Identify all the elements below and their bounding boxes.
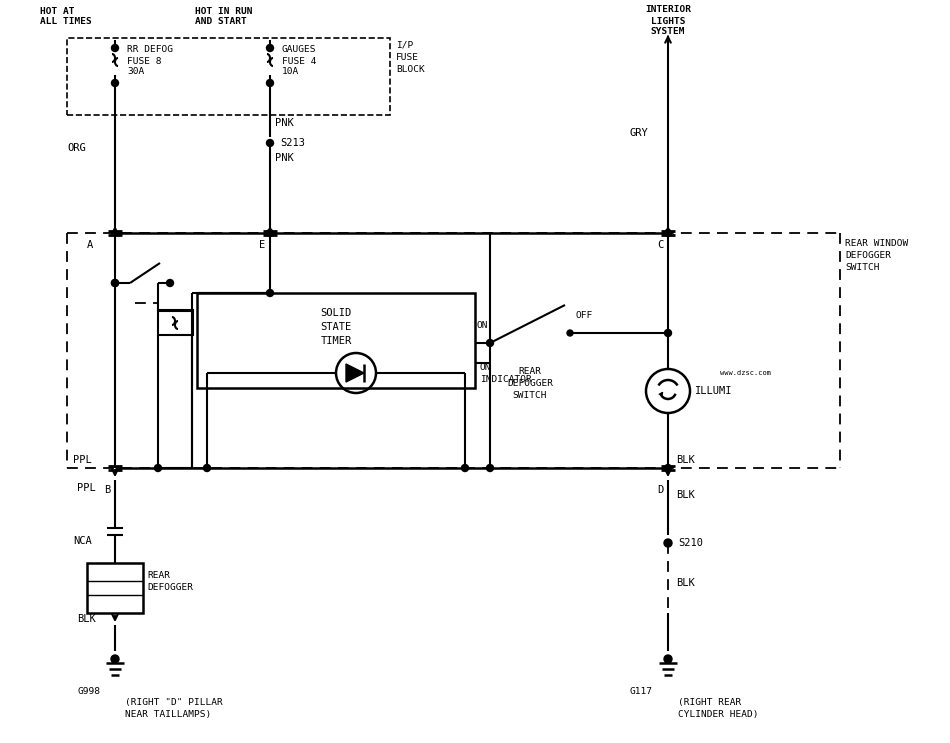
Circle shape: [267, 45, 274, 51]
Circle shape: [111, 279, 119, 287]
Text: ON: ON: [480, 363, 491, 372]
Circle shape: [267, 290, 274, 296]
Text: BLK: BLK: [676, 578, 694, 588]
Text: BLK: BLK: [676, 490, 694, 500]
Circle shape: [111, 279, 119, 287]
Text: PPL: PPL: [73, 455, 92, 465]
Circle shape: [111, 45, 119, 51]
Text: SOLID: SOLID: [320, 308, 352, 318]
Polygon shape: [346, 364, 364, 382]
Text: DEFOGGER: DEFOGGER: [507, 378, 553, 388]
Text: E: E: [258, 240, 265, 250]
Text: REAR: REAR: [519, 366, 542, 375]
Circle shape: [267, 230, 274, 236]
Text: ORG: ORG: [67, 143, 86, 153]
Text: ALL TIMES: ALL TIMES: [40, 18, 92, 27]
Text: LIGHTS: LIGHTS: [651, 16, 685, 25]
Circle shape: [567, 330, 573, 336]
Text: PPL: PPL: [77, 483, 96, 493]
Text: REAR: REAR: [147, 571, 170, 580]
Text: G117: G117: [630, 687, 653, 695]
Circle shape: [486, 340, 493, 346]
Text: ILLUMI: ILLUMI: [695, 386, 732, 396]
Circle shape: [111, 80, 119, 86]
Bar: [87, 563, 143, 613]
Text: FUSE: FUSE: [396, 53, 419, 62]
Text: BLK: BLK: [77, 614, 96, 624]
Text: SWITCH: SWITCH: [845, 262, 880, 271]
Circle shape: [155, 464, 162, 472]
Circle shape: [166, 279, 174, 287]
Text: GRY: GRY: [630, 128, 649, 138]
Circle shape: [664, 329, 672, 337]
Text: REAR WINDOW: REAR WINDOW: [845, 239, 908, 247]
Bar: [197, 293, 475, 388]
Text: 10A: 10A: [282, 68, 299, 77]
Circle shape: [664, 464, 672, 472]
Text: TIMER: TIMER: [320, 336, 352, 346]
Text: I/P: I/P: [396, 41, 413, 50]
Text: SWITCH: SWITCH: [513, 391, 547, 400]
Text: PNK: PNK: [275, 118, 294, 128]
Circle shape: [486, 464, 493, 472]
Circle shape: [267, 140, 274, 146]
Circle shape: [203, 464, 211, 472]
Circle shape: [664, 539, 672, 547]
Text: G998: G998: [77, 687, 100, 695]
Text: FUSE 4: FUSE 4: [282, 56, 316, 65]
Text: CYLINDER HEAD): CYLINDER HEAD): [678, 710, 758, 719]
Text: PNK: PNK: [275, 153, 294, 163]
Circle shape: [111, 655, 119, 663]
Text: DEFOGGER: DEFOGGER: [845, 250, 891, 259]
Text: (RIGHT REAR: (RIGHT REAR: [678, 698, 741, 707]
Text: STATE: STATE: [320, 322, 352, 332]
Bar: [67, 38, 390, 115]
Text: HOT IN RUN: HOT IN RUN: [195, 7, 253, 16]
Text: C: C: [656, 240, 663, 250]
Circle shape: [267, 80, 274, 86]
Text: INDICATOR: INDICATOR: [480, 374, 532, 383]
Bar: [158, 310, 193, 335]
Text: OFF: OFF: [575, 311, 592, 319]
Text: B: B: [104, 485, 110, 495]
Text: RR DEFOG: RR DEFOG: [127, 45, 173, 54]
Text: FUSE 8: FUSE 8: [127, 56, 162, 65]
Text: 30A: 30A: [127, 68, 144, 77]
Circle shape: [664, 230, 672, 236]
Text: A: A: [86, 240, 93, 250]
Text: D: D: [656, 485, 663, 495]
Text: SYSTEM: SYSTEM: [651, 27, 685, 36]
Text: DEFOGGER: DEFOGGER: [147, 583, 193, 591]
Text: S210: S210: [678, 538, 703, 548]
Text: BLK: BLK: [676, 455, 694, 465]
Circle shape: [664, 655, 672, 663]
Text: www.dzsc.com: www.dzsc.com: [720, 370, 771, 376]
Text: HOT AT: HOT AT: [40, 7, 74, 16]
Text: BLOCK: BLOCK: [396, 65, 425, 74]
Text: GAUGES: GAUGES: [282, 45, 316, 54]
Text: (RIGHT "D" PILLAR: (RIGHT "D" PILLAR: [125, 698, 222, 707]
Text: NCA: NCA: [73, 536, 92, 546]
Text: S213: S213: [280, 138, 305, 148]
Text: ON: ON: [476, 320, 487, 329]
Text: NEAR TAILLAMPS): NEAR TAILLAMPS): [125, 710, 211, 719]
Text: INTERIOR: INTERIOR: [645, 5, 691, 15]
Text: AND START: AND START: [195, 18, 247, 27]
Circle shape: [462, 464, 468, 472]
